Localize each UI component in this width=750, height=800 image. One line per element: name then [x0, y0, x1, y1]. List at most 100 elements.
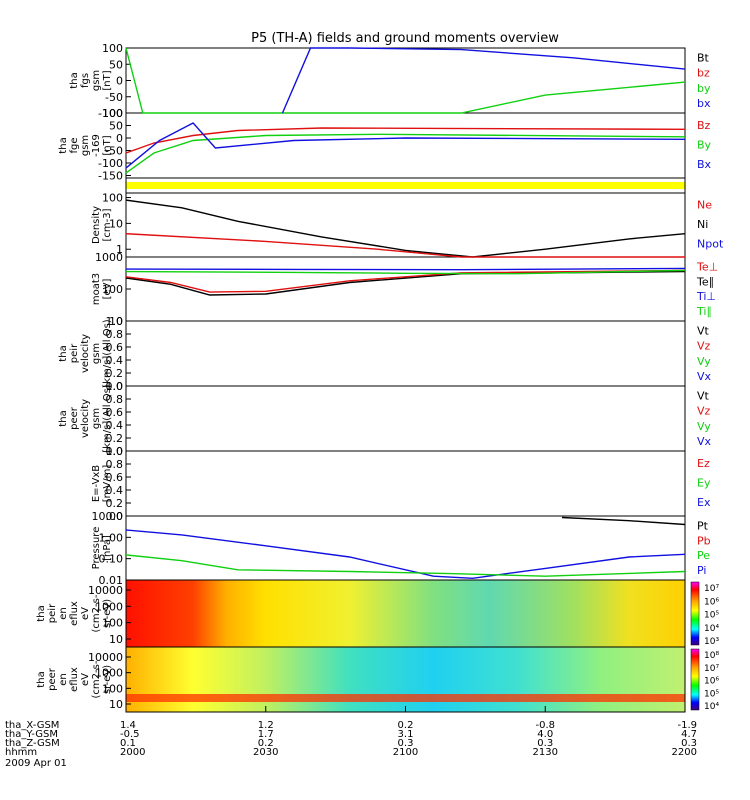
x-tick-value: 0.1 [120, 738, 136, 749]
legend-entry: Bx [697, 158, 712, 171]
y-axis-label-line: eV [80, 607, 91, 620]
x-tick-value: 0.3 [681, 738, 697, 749]
y-tick-label: 0.4 [106, 484, 124, 497]
legend-entry: Ez [697, 457, 710, 470]
y-axis-label-line: gsm [80, 135, 91, 156]
y-tick-label: 1000 [95, 667, 123, 680]
panel-bar [125, 177, 686, 194]
colorbar-label: 10⁵ [704, 611, 719, 621]
panel-frame [125, 385, 686, 452]
y-tick-label: 1 [116, 243, 123, 256]
y-tick-label: 0.0 [106, 380, 124, 393]
legend-entry: By [697, 139, 712, 152]
y-axis-label-line: [km/s](All Qs) [102, 319, 113, 387]
x-tick-value: 0.3 [398, 738, 414, 749]
y-tick-label: 10 [109, 698, 123, 711]
y-tick-label: 100 [102, 107, 123, 120]
y-axis-label-line: [cm-3] [102, 208, 113, 241]
plot-title: P5 (TH-A) fields and ground moments over… [251, 31, 559, 46]
y-tick-label: 100 [102, 192, 123, 205]
colorbar-label: 10⁴ [704, 624, 719, 634]
colorbar-label: 10⁵ [704, 689, 719, 699]
spectrogram [126, 647, 685, 712]
series-line-Bz [125, 127, 686, 154]
y-tick-label: 10 [109, 315, 123, 328]
legend-entry: Vz [697, 340, 711, 353]
spectrogram [126, 580, 685, 647]
y-tick-label: 10.00 [92, 510, 124, 523]
legend-entry: by [697, 82, 711, 95]
x-tick-value: 2000 [120, 747, 145, 758]
y-tick-label: 1.00 [99, 531, 124, 544]
series-line-Pt [561, 516, 686, 526]
y-axis-label-line: gsm [91, 70, 102, 91]
legend-entry: Vy [697, 355, 711, 368]
y-tick-label: 0.2 [106, 497, 124, 510]
y-axis-label-line: peer [69, 406, 80, 430]
x-tick-value: 1.4 [120, 720, 136, 731]
colorbar-label: 10⁷ [704, 664, 719, 674]
x-axis: tha_X-GSM 1.4 1.2 0.2 -0.8 -1.9 tha_Y-GSM -0.5 1… [5, 706, 697, 769]
panel-fgs: 100 50 0 -50 -100 thafgsgsm[nT] Bt bz by bx [69, 42, 711, 120]
y-axis-label-line: gsm [91, 408, 102, 429]
x-tick-value: 2100 [393, 747, 418, 758]
x-tick-value: -0.5 [120, 729, 140, 740]
y-tick-label: 0.10 [99, 553, 124, 566]
legend-entry: Ey [697, 477, 711, 490]
y-tick-label: 0.0 [106, 445, 124, 458]
y-axis-label: thapeervelocitygsm[km/s](All Qs) [58, 384, 113, 452]
y-tick-label: 1.0 [106, 315, 124, 328]
colorbar [690, 581, 700, 646]
y-tick-label: 0.8 [106, 393, 124, 406]
panel-peir: 1.00.80.60.40.20.0thapeirvelocitygsm[km/… [58, 315, 712, 393]
series-line-Bx [125, 122, 686, 169]
series-layer [125, 47, 686, 580]
y-axis-label-line: (cm2-s- [91, 594, 102, 632]
y-axis-label: thapeirvelocitygsm[km/s](All Qs) [58, 319, 113, 387]
series-line-Ti∥ [125, 269, 686, 275]
y-tick-label: 0.2 [106, 367, 124, 380]
series-line-Pe [125, 554, 686, 577]
y-axis-label: thafgsgsm[nT] [69, 70, 113, 91]
series-line-By [125, 133, 686, 174]
y-axis-label-line: [mV/m] [102, 465, 113, 503]
y-tick-label: 50 [109, 58, 123, 71]
x-tick-value: 3.1 [398, 729, 414, 740]
legend-entry: Vt [697, 390, 710, 403]
y-tick-label: 0.6 [106, 406, 124, 419]
y-tick-label: 1000 [95, 600, 123, 613]
x-tick-value: 0.3 [537, 738, 553, 749]
x-tick-value: -0.8 [535, 720, 555, 731]
y-tick-label: -100 [98, 157, 123, 170]
x-tick-value: 2130 [533, 747, 558, 758]
y-axis-label: thafgegsm-169[nT] [58, 134, 113, 157]
colorbar-label: 10⁸ [704, 651, 719, 661]
legend-entry: Pt [697, 519, 709, 532]
y-axis-label-line: sr-eV) [102, 665, 113, 694]
legend-entry: Vx [697, 435, 712, 448]
y-axis-label-line: tha [58, 137, 69, 153]
legend-entry: Vz [697, 405, 711, 418]
x-tick-value: 1.2 [258, 720, 274, 731]
y-tick-label: 50 [109, 120, 123, 133]
y-tick-label: -150 [98, 170, 123, 183]
legend-entry: Vy [697, 420, 711, 433]
y-axis-label-line: fge [69, 137, 80, 153]
legend-entry: Ni [697, 218, 708, 231]
y-tick-label: 100 [102, 283, 123, 296]
y-axis-label: Pressure[nPa] [91, 527, 113, 570]
y-tick-label: 0.01 [99, 574, 124, 587]
y-tick-label: 10 [109, 217, 123, 230]
y-axis-label-line: peir [47, 603, 58, 623]
date-label: 2009 Apr 01 [5, 758, 67, 769]
y-tick-label: -50 [105, 91, 123, 104]
colorbar-label: 10⁶ [704, 597, 719, 607]
y-tick-label: 0 [116, 75, 123, 88]
y-axis-label-line: velocity [80, 334, 91, 373]
x-row-label: tha_Y-GSM [5, 729, 58, 740]
x-tick-value: 2200 [672, 747, 697, 758]
y-tick-label: 10000 [88, 651, 123, 664]
y-tick-label: 0.6 [106, 471, 124, 484]
y-axis-label-line: peir [69, 343, 80, 363]
